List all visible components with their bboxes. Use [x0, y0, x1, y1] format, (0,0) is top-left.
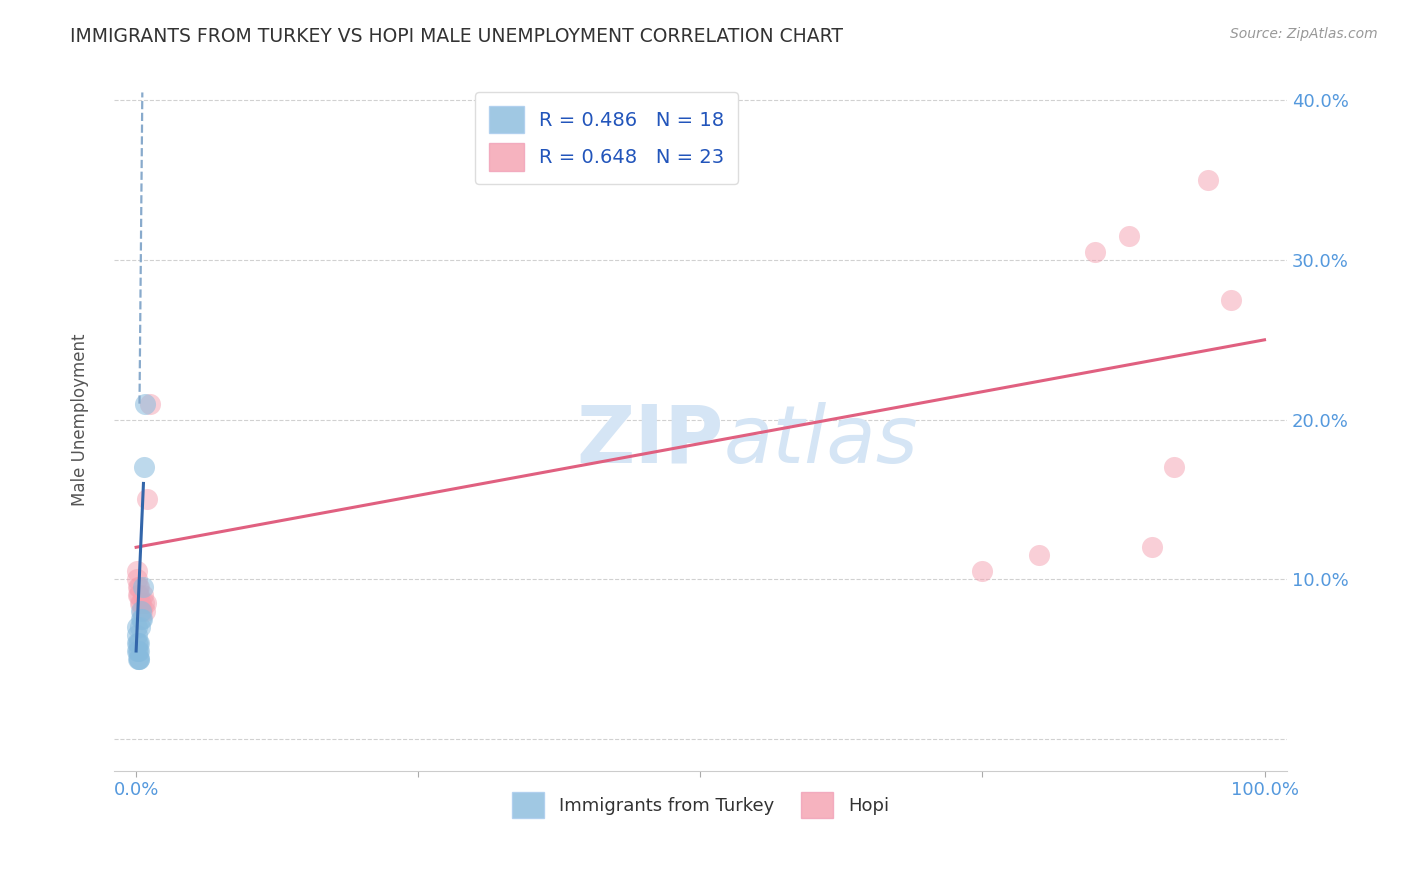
Point: [972, 564, 994, 578]
Point: [129, 596, 152, 610]
Point: [128, 652, 150, 666]
Point: [125, 628, 148, 642]
Point: [125, 564, 148, 578]
Point: [134, 604, 156, 618]
Point: [125, 620, 148, 634]
Point: [134, 397, 156, 411]
Point: [127, 588, 149, 602]
Point: [128, 652, 150, 666]
Point: [131, 612, 153, 626]
Text: Source: ZipAtlas.com: Source: ZipAtlas.com: [1230, 27, 1378, 41]
Text: atlas: atlas: [724, 401, 918, 480]
Point: [136, 492, 159, 507]
Point: [132, 588, 155, 602]
Point: [127, 652, 149, 666]
Point: [129, 612, 152, 626]
Legend: Immigrants from Turkey, Hopi: Immigrants from Turkey, Hopi: [505, 785, 896, 825]
Point: [138, 397, 160, 411]
Point: [129, 620, 152, 634]
Y-axis label: Male Unemployment: Male Unemployment: [72, 334, 89, 506]
Point: [132, 596, 155, 610]
Point: [1163, 460, 1185, 475]
Point: [1140, 541, 1163, 555]
Point: [127, 644, 149, 658]
Point: [129, 596, 152, 610]
Point: [127, 636, 149, 650]
Point: [1219, 293, 1241, 307]
Point: [127, 580, 149, 594]
Point: [1118, 229, 1140, 244]
Point: [135, 596, 157, 610]
Point: [128, 588, 150, 602]
Point: [128, 644, 150, 658]
Point: [128, 636, 150, 650]
Point: [129, 604, 152, 618]
Point: [132, 580, 155, 594]
Text: ZIP: ZIP: [576, 401, 724, 480]
Point: [127, 636, 149, 650]
Point: [1028, 548, 1050, 562]
Text: IMMIGRANTS FROM TURKEY VS HOPI MALE UNEMPLOYMENT CORRELATION CHART: IMMIGRANTS FROM TURKEY VS HOPI MALE UNEM…: [70, 27, 844, 45]
Point: [132, 460, 155, 475]
Point: [128, 580, 150, 594]
Point: [131, 604, 153, 618]
Point: [1084, 245, 1107, 260]
Point: [127, 572, 149, 586]
Point: [1197, 173, 1219, 187]
Point: [127, 644, 149, 658]
